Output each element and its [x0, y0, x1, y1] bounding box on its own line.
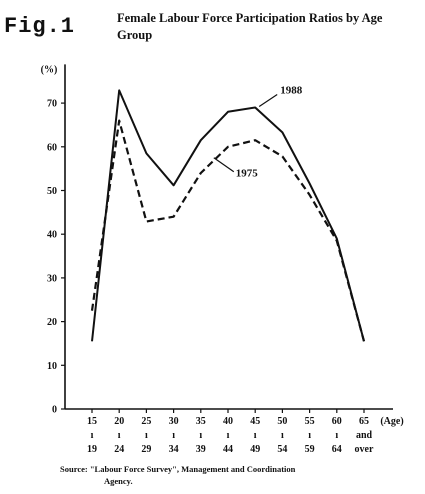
- x-tick-label: 30: [169, 416, 179, 427]
- x-axis-ticks: 15 ı 19 20 ı 24 25 ı 29 30 ı 34 35 ı 39 40 ı 44 45 ı 49 50 ı 54…: [87, 409, 404, 455]
- x-tick-label: ı: [335, 430, 338, 441]
- y-tick-label: 70: [47, 99, 57, 110]
- x-tick-label: 65: [359, 416, 369, 427]
- x-tick-label: 49: [250, 444, 260, 455]
- source-line-2: Agency.: [104, 476, 133, 486]
- x-tick-label: ı: [145, 430, 148, 441]
- x-tick-label: ı: [227, 430, 230, 441]
- y-tick-label: 40: [47, 230, 57, 241]
- x-tick-label: 59: [305, 444, 315, 455]
- label-leader-1988: [258, 93, 278, 107]
- figure-label: Fig.1: [4, 14, 76, 39]
- label-leader-1975: [213, 157, 235, 173]
- y-tick-label: 10: [47, 361, 57, 372]
- x-tick-label: ı: [254, 430, 257, 441]
- series-line-1975: [90, 119, 366, 342]
- x-tick-label: 29: [141, 444, 151, 455]
- x-tick-label: 39: [196, 444, 206, 455]
- series-labels: 1988 1975: [213, 84, 303, 180]
- x-tick-label: 20: [114, 416, 124, 427]
- y-tick-label: 30: [47, 273, 57, 284]
- series-line-1988: [91, 89, 365, 342]
- x-tick-label: ı: [308, 430, 311, 441]
- x-tick-label: ı: [118, 430, 121, 441]
- x-tick-label: over: [355, 444, 374, 455]
- source-note: Source: "Labour Force Survey", Managemen…: [60, 463, 410, 487]
- chart-axes: [64, 64, 393, 410]
- x-tick-label: 40: [223, 416, 233, 427]
- x-tick-label: 15: [87, 416, 97, 427]
- series-label-1988: 1988: [280, 84, 303, 96]
- x-tick-label: 35: [196, 416, 206, 427]
- y-axis-label: (%): [41, 64, 58, 75]
- y-tick-label: 60: [47, 142, 57, 153]
- x-tick-label: ı: [199, 430, 202, 441]
- x-tick-label: and: [356, 430, 373, 441]
- x-tick-label: ı: [172, 430, 175, 441]
- x-tick-label: 45: [250, 416, 260, 427]
- x-tick-label: 44: [223, 444, 233, 455]
- x-tick-label: 19: [87, 444, 97, 455]
- y-tick-label: 20: [47, 317, 57, 328]
- y-axis-ticks: 0 10 20 30 40 50 60 70 (%): [41, 64, 65, 416]
- y-tick-label: 0: [52, 405, 57, 416]
- x-tick-label: 50: [277, 416, 287, 427]
- chart-title: Female Labour Force Participation Ratios…: [117, 11, 383, 42]
- x-tick-label: ı: [91, 430, 94, 441]
- x-tick-label: 34: [169, 444, 179, 455]
- source-line-1: Source: "Labour Force Survey", Managemen…: [60, 464, 296, 474]
- y-tick-label: 50: [47, 186, 57, 197]
- series-label-1975: 1975: [236, 168, 258, 180]
- x-tick-label: 24: [114, 444, 124, 455]
- x-tick-label: 60: [332, 416, 342, 427]
- x-tick-label: ı: [281, 430, 284, 441]
- x-tick-label: 25: [141, 416, 151, 427]
- x-tick-label: 64: [332, 444, 342, 455]
- x-tick-label: 54: [277, 444, 287, 455]
- x-tick-label: 55: [305, 416, 315, 427]
- series-lines: [90, 89, 366, 342]
- x-axis-label: (Age): [380, 416, 403, 427]
